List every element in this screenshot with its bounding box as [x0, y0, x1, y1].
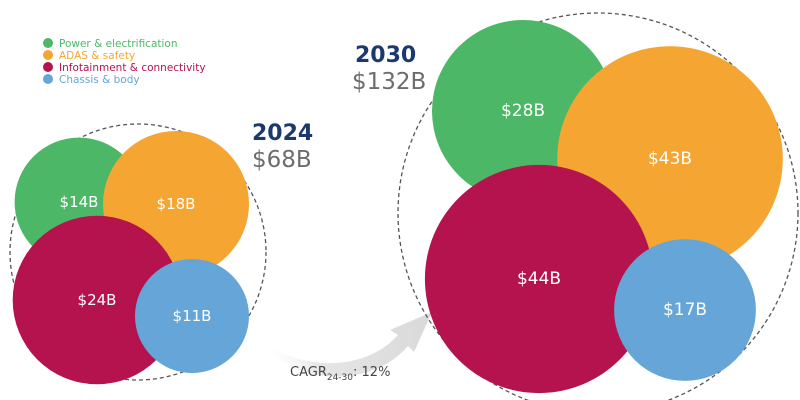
legend-swatch-infotainment [43, 62, 53, 72]
year-2024-label: 2024 [252, 121, 313, 146]
bubbles-layer: $14B $18B $24B $11B $28B $43B $44B $17B [12, 20, 783, 394]
year-2030-label: 2030 [355, 43, 416, 68]
bubble-2024-chassis-body [135, 259, 249, 373]
growth-arrow [258, 312, 432, 377]
bubble-label-2030-chassis-body: $17B [663, 300, 707, 320]
legend-label-chassis: Chassis & body [59, 74, 140, 86]
total-2030-label: $132B [352, 69, 426, 95]
legend-label-power: Power & electrification [59, 38, 178, 50]
bubble-label-2024-power-electrification: $14B [60, 193, 99, 211]
group-2024-outline [9, 123, 267, 381]
legend: Power & electrification ADAS & safety In… [43, 38, 206, 86]
group-2030-outline [397, 12, 799, 400]
bubble-label-2030-infotainment-connectivity: $44B [517, 269, 561, 289]
cagr-value: : 12% [353, 365, 390, 380]
bubble-2030-chassis-body [614, 239, 756, 381]
cagr-text: CAGR [290, 365, 327, 380]
legend-swatch-adas [43, 50, 53, 60]
legend-swatch-power [43, 38, 53, 48]
bubble-label-2024-chassis-body: $11B [173, 307, 212, 325]
bubble-label-2024-adas-safety: $18B [157, 195, 196, 213]
cagr-label: CAGR24-30: 12% [290, 365, 390, 383]
bubble-2024-infotainment-connectivity [12, 215, 182, 385]
total-2024-label: $68B [252, 147, 312, 173]
legend-label-infotainment: Infotainment & connectivity [59, 62, 206, 74]
bubble-label-2030-power-electrification: $28B [501, 101, 545, 121]
legend-label-adas: ADAS & safety [59, 50, 135, 62]
bubble-label-2030-adas-safety: $43B [648, 149, 692, 169]
bubble-2030-infotainment-connectivity [424, 164, 654, 394]
bubble-label-2024-infotainment-connectivity: $24B [78, 291, 117, 309]
cagr-subscript: 24-30 [327, 373, 353, 383]
legend-swatch-chassis [43, 74, 53, 84]
